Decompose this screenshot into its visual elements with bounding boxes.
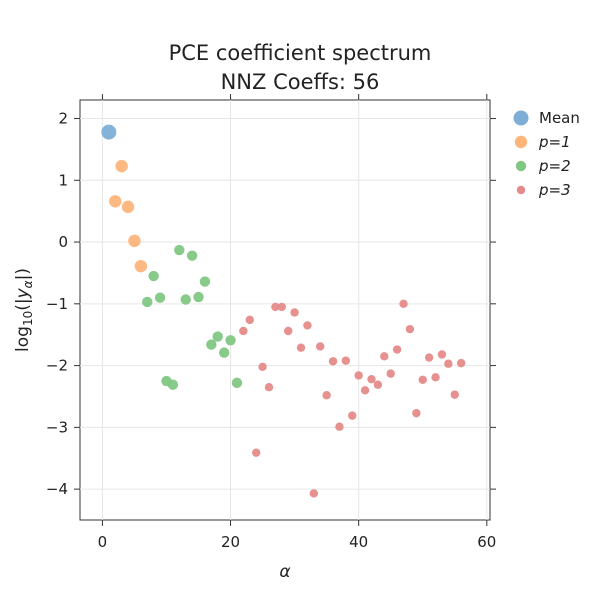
x-tick-label: 0 xyxy=(98,533,108,551)
axis-ticks: 0 20 40 60 2 1 0 −1 −2 −3 −4 xyxy=(46,94,496,551)
legend-marker xyxy=(515,160,527,172)
legend-item[interactable]: p=2 xyxy=(515,157,571,175)
data-point xyxy=(277,302,286,312)
series-3 xyxy=(142,244,243,390)
legend-label: p=3 xyxy=(538,181,571,199)
data-point xyxy=(212,331,223,342)
y-tick-label: 0 xyxy=(58,233,68,251)
data-point xyxy=(206,339,217,350)
data-point xyxy=(193,291,204,303)
data-point xyxy=(444,359,453,368)
data-point xyxy=(115,159,128,173)
data-point xyxy=(148,270,159,282)
data-point xyxy=(167,379,179,390)
data-point xyxy=(186,250,198,261)
data-point xyxy=(134,259,148,273)
y-axis-title-open: (| xyxy=(13,298,33,310)
data-point xyxy=(418,375,427,384)
data-point xyxy=(245,315,254,325)
data-point xyxy=(109,195,122,208)
data-point xyxy=(405,324,415,334)
plot-area-frame xyxy=(79,99,491,521)
x-tick-label: 60 xyxy=(477,533,496,551)
chart-title-line1: PCE coefficient spectrum xyxy=(169,41,432,65)
legend-marker xyxy=(513,110,529,126)
y-axis-title: log10(|yα|) xyxy=(13,268,35,352)
x-axis-title: α xyxy=(279,562,290,582)
y-tick-label: −4 xyxy=(46,480,68,498)
legend-label: Mean xyxy=(539,109,580,127)
data-point xyxy=(373,380,383,389)
data-point xyxy=(360,386,370,395)
y-tick-label: −2 xyxy=(46,357,68,375)
x-tick-label: 20 xyxy=(221,533,240,551)
data-point xyxy=(303,321,312,330)
data-point xyxy=(154,292,166,303)
data-point xyxy=(121,200,135,214)
series-4 xyxy=(239,299,466,498)
data-point xyxy=(456,358,466,368)
data-point xyxy=(174,244,185,256)
y-axis-title-log: log xyxy=(13,326,33,352)
chart-title-line2: NNZ Coeffs: 56 xyxy=(221,70,380,94)
legend-item[interactable]: p=3 xyxy=(516,181,571,199)
data-point xyxy=(180,294,191,305)
legend-label: p=2 xyxy=(538,157,571,175)
y-tick-label: 1 xyxy=(58,171,68,189)
y-axis-title-var: y xyxy=(13,287,33,299)
y-tick-label: −1 xyxy=(46,295,68,313)
y-tick-label: −3 xyxy=(46,418,68,436)
data-point xyxy=(437,350,447,359)
y-axis-title-var-sub: α xyxy=(21,280,35,288)
data-point xyxy=(271,302,280,312)
data-point xyxy=(424,353,434,362)
data-point xyxy=(218,347,230,358)
y-axis-title-close: |) xyxy=(13,268,33,280)
data-point xyxy=(316,342,325,351)
data-point xyxy=(335,422,344,431)
legend-marker xyxy=(514,135,528,149)
data-point xyxy=(239,326,248,336)
legend-item[interactable]: p=1 xyxy=(514,133,571,151)
x-tick-label: 40 xyxy=(349,533,368,551)
series-2 xyxy=(109,159,148,273)
data-point xyxy=(412,408,421,418)
data-point xyxy=(328,357,338,366)
y-axis-title-base: 10 xyxy=(21,311,35,326)
legend: Mean p=1 p=2 p=3 xyxy=(513,109,580,199)
series-1 xyxy=(101,124,117,140)
legend-item[interactable]: Mean xyxy=(513,109,580,127)
data-point xyxy=(142,296,153,308)
data-point xyxy=(367,374,376,384)
data-point xyxy=(284,326,293,336)
data-point xyxy=(399,299,408,309)
data-points xyxy=(101,124,466,498)
data-point xyxy=(264,383,274,392)
chart-title: PCE coefficient spectrum NNZ Coeffs: 56 xyxy=(169,41,432,94)
data-point xyxy=(128,234,141,248)
data-point xyxy=(231,377,243,389)
data-point xyxy=(341,356,351,365)
data-point xyxy=(431,373,440,382)
data-point xyxy=(348,411,357,420)
data-point xyxy=(199,276,211,287)
data-point xyxy=(290,308,299,317)
grid xyxy=(80,100,490,520)
data-point xyxy=(296,343,306,352)
data-point xyxy=(322,391,331,400)
data-point xyxy=(309,489,319,498)
data-point xyxy=(225,335,236,346)
data-point xyxy=(258,362,267,372)
data-point xyxy=(392,345,402,354)
data-point xyxy=(101,124,117,140)
data-point xyxy=(450,390,459,399)
legend-label: p=1 xyxy=(538,133,571,151)
legend-marker xyxy=(516,185,526,195)
data-point xyxy=(380,352,389,361)
data-point xyxy=(354,371,363,380)
data-point xyxy=(251,448,261,457)
data-point xyxy=(386,369,395,378)
y-tick-label: 2 xyxy=(58,110,68,128)
